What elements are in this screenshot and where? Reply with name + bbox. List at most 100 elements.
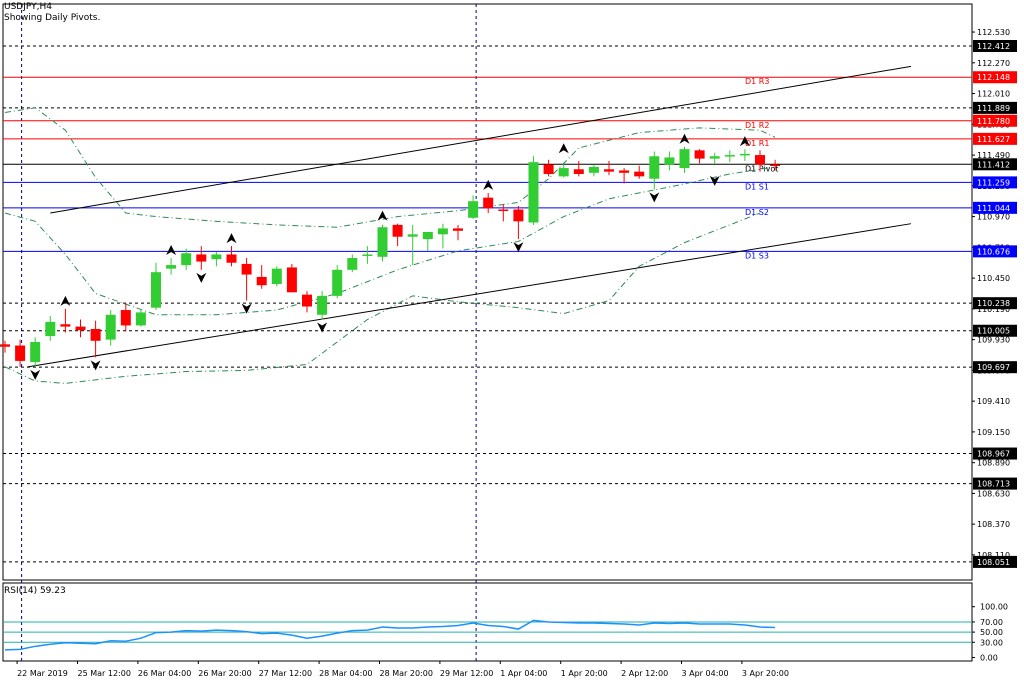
price-panel-frame: [2, 3, 973, 581]
candle: [166, 257, 177, 275]
bollinger-lower: [4, 212, 761, 384]
candle: [694, 149, 705, 164]
pivot-level-tag-bg: [973, 132, 1017, 145]
candle-body: [422, 231, 433, 240]
time-tick-label: 28 Mar 04:00: [319, 669, 372, 678]
candle: [709, 152, 720, 164]
candle: [392, 223, 403, 247]
pivot-level-tag-bg: [973, 158, 1017, 171]
candle: [453, 224, 463, 241]
bollinger-middle: [4, 166, 776, 316]
dotted-level-tag: 108.051: [977, 558, 1010, 567]
trend-line-0: [50, 65, 912, 214]
time-tick-label: 2 Apr 12:00: [621, 669, 668, 678]
candle: [573, 160, 584, 177]
vertical-markers: [21, 4, 477, 661]
pivot-level-name: D1 Pivot: [745, 164, 778, 173]
candle-body: [649, 156, 660, 179]
pivot-level-tag: 111.044: [977, 204, 1010, 213]
price-tick-label: 108.110: [977, 551, 1010, 560]
fractals: [30, 133, 750, 380]
candle-body: [75, 326, 86, 331]
fractal-up-arrow: [377, 210, 388, 221]
time-tick-label: 29 Mar 12:00: [440, 669, 493, 678]
candle: [75, 319, 86, 338]
candle-body: [105, 314, 116, 340]
candle-body: [166, 265, 177, 269]
time-tick-label: 1 Apr 20:00: [561, 669, 608, 678]
dotted-level-tag: 110.005: [977, 327, 1010, 336]
candle-body: [286, 267, 297, 293]
candle: [15, 339, 26, 367]
pivot-level-tag: 111.259: [977, 178, 1010, 187]
fractal-down-arrow: [30, 369, 41, 380]
time-tick-label: 27 Mar 12:00: [259, 669, 312, 678]
pivot-level-tag: 110.676: [977, 247, 1010, 256]
candle: [483, 192, 494, 214]
candle-body: [634, 171, 645, 177]
candle-body: [377, 227, 388, 257]
candle: [377, 224, 388, 262]
candle-body: [573, 169, 584, 175]
candle: [151, 262, 161, 311]
dotted-level-tag: 109.697: [977, 363, 1010, 372]
rsi-tick-label: 50.00: [980, 628, 1003, 637]
candle: [649, 151, 660, 190]
candles: [0, 146, 781, 367]
candle-body: [120, 310, 131, 326]
price-tick-label: 109.150: [977, 428, 1010, 437]
candle: [302, 291, 312, 313]
fractal-up-arrow: [483, 179, 494, 190]
candle-body: [271, 268, 282, 285]
fractal-up-arrow: [679, 133, 690, 144]
pivot-level-name: D1 S3: [745, 251, 769, 260]
candle-body: [0, 344, 10, 347]
pivot-level-name: D1 R2: [745, 121, 769, 130]
candle: [196, 246, 207, 270]
candle: [60, 308, 71, 333]
candle-body: [483, 197, 494, 209]
candle-body: [588, 166, 599, 173]
candle: [437, 223, 448, 249]
price-tick-label: 112.270: [977, 59, 1010, 68]
rsi-label: RSI(14) 59.23: [4, 586, 66, 596]
time-tick-label: 3 Apr 04:00: [682, 669, 729, 678]
fractal-up-arrow: [558, 143, 569, 154]
candle: [90, 320, 101, 358]
candle-body: [151, 272, 161, 308]
bollinger-upper: [4, 107, 776, 228]
rsi-tick-label: 100.00: [980, 603, 1008, 612]
candle-body: [528, 162, 539, 223]
pivot-level-tag: 112.148: [977, 73, 1010, 82]
fractal-down-arrow: [196, 272, 207, 283]
time-tick-label: 1 Apr 04:00: [500, 669, 547, 678]
pivot-level-tag-bg: [973, 176, 1017, 189]
candle-body: [241, 263, 252, 275]
candle-body: [558, 168, 569, 177]
pivot-level-tag: 111.627: [977, 135, 1010, 144]
candle: [634, 165, 645, 179]
time-axis: 22 Mar 2019 25 Mar 12:00 26 Mar 04:00 26 Ma…: [16, 661, 789, 678]
price-tick-label: 108.890: [977, 459, 1010, 468]
candle-body: [15, 345, 26, 361]
dotted-level-tag-bg: [973, 40, 1017, 52]
candle-body: [739, 153, 750, 156]
candle-body: [196, 254, 207, 262]
pivot-level-tag: 111.780: [977, 117, 1010, 126]
price-tick-label: 108.370: [977, 520, 1010, 529]
price-tick-label: 109.930: [977, 336, 1010, 345]
fractal-up-arrow: [60, 295, 71, 306]
candle: [181, 248, 192, 270]
candle: [362, 246, 373, 264]
fractal-down-arrow: [317, 322, 328, 333]
dotted-level-tag-bg: [973, 324, 1017, 337]
candle-body: [604, 169, 614, 172]
fractal-down-arrow: [709, 175, 720, 186]
dotted-level-tag-bg: [973, 101, 1017, 114]
candle-body: [30, 341, 41, 363]
candle: [528, 156, 539, 225]
chart-symbol-title: USDJPY,H4: [4, 2, 52, 12]
dotted-level-tag: 111.889: [977, 104, 1010, 113]
candle: [498, 204, 509, 222]
